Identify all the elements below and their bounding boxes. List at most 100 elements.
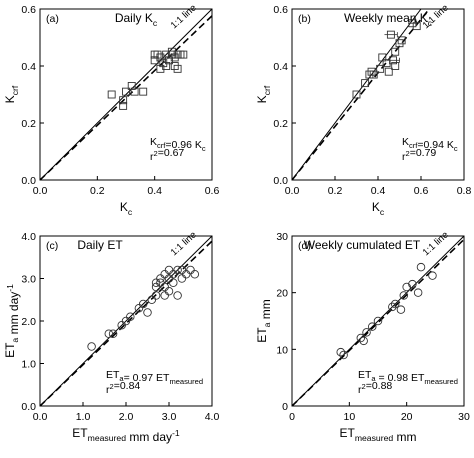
y-tick-label: 0.4 [21,61,36,73]
data-point [173,64,182,73]
data-point [428,271,437,280]
data-point [150,56,159,65]
regression-equation: ETa = 0.98 ETmeasured [358,369,458,386]
data-point [160,270,169,279]
data-point [376,64,385,73]
x-tick-label: 0.0 [285,185,300,197]
x-axis-label: ETmeasured mm day-1 [72,426,180,444]
data-point [173,291,182,300]
data-point [177,265,187,275]
data-point [378,53,387,62]
x-tick-label: 0.2 [328,185,343,197]
x-tick-label: 2.0 [119,411,134,423]
y-tick-label: 4.0 [21,231,36,243]
data-point [156,278,165,288]
data-point [170,62,179,70]
data-point [170,53,179,62]
x-axis-label: Kc [120,200,133,217]
data-point [164,265,174,275]
plot-frame [291,235,465,407]
fit-lines [292,236,464,406]
data-point [186,265,195,275]
data-point [130,87,139,96]
data-points [107,47,188,110]
regression-line [292,9,430,180]
x-tick-label: 0.0 [33,185,48,197]
data-point [395,39,404,48]
panel-title: Weekly cumulated ET [304,238,421,252]
data-point [134,304,144,313]
data-point [361,79,370,88]
data-point [119,101,128,110]
data-point [139,87,148,96]
data-point [87,342,96,351]
data-point [121,316,131,326]
r-squared: r2=0.88 [358,380,392,396]
x-tick-label: 0.0 [33,411,48,423]
x-tick-label: 0.6 [205,185,220,197]
data-point [164,274,174,283]
data-point [162,50,171,59]
x-tick-label: 4.0 [205,411,220,423]
y-tick-label: 0.6 [273,4,288,16]
panel-title: Daily Kc [115,11,158,28]
data-point [336,347,345,357]
y-tick-label: 30 [276,231,288,243]
panel-label: (c) [46,240,58,252]
regression-line [292,238,464,406]
data-point [159,59,168,68]
r-squared: r2=0.79 [402,147,436,163]
fit-lines [292,9,430,180]
x-tick-label: 0 [289,411,295,423]
x-tick-label: 10 [343,411,355,423]
data-point [173,265,182,275]
data-point [373,316,383,326]
data-point [365,70,374,79]
x-tick-label: 20 [401,411,413,423]
x-tick-label: 0.6 [414,185,429,197]
data-point [352,90,361,99]
fit-lines [40,9,212,180]
y-tick-label: 0.6 [21,4,36,16]
data-point [402,282,411,292]
data-point [367,67,376,76]
data-point [147,295,157,305]
data-point [165,56,173,65]
y-axis-label: ETa mm [255,299,273,342]
y-tick-label: 0.2 [273,118,288,130]
plot-frame [291,8,465,181]
data-point [156,274,165,283]
y-tick-label: 2.0 [21,316,36,328]
panel-title: Weekly mean Kc [344,11,433,28]
y-tick-label: 0.0 [21,175,36,187]
data-point [177,274,187,283]
data-point [362,328,371,337]
y-tick-label: 10 [276,344,288,356]
data-point [413,288,423,297]
data-point [408,279,417,289]
data-point [151,291,161,300]
one-to-one-line [292,9,422,180]
x-axis-label: ETmeasured mm [339,426,416,444]
data-point [384,67,393,76]
data-point [167,47,176,56]
data-point [369,70,378,79]
panel-title: Daily ET [77,238,123,252]
panel-label: (a) [46,13,59,25]
data-point [179,50,188,59]
data-point [107,90,116,99]
data-point [162,62,171,70]
data-point [126,312,135,322]
data-point [356,333,366,343]
data-point [391,62,400,70]
data-point [382,59,391,68]
data-point [108,329,118,339]
data-point [119,96,128,105]
fit-lines [40,236,212,406]
data-point [190,270,200,279]
data-point [368,322,377,331]
x-tick-label: 0.8 [457,185,472,197]
data-point [169,270,178,279]
